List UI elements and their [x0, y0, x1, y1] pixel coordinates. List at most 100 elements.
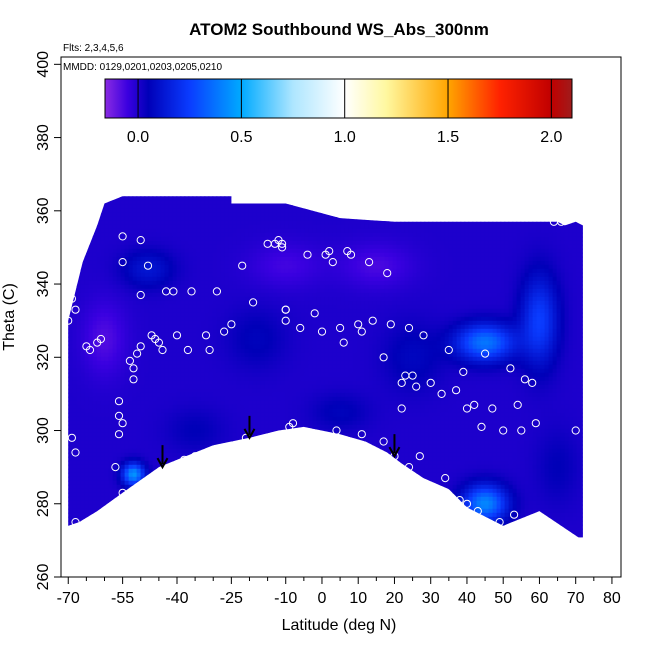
- heatmap-cell: [268, 264, 274, 270]
- heatmap-cell: [260, 300, 266, 306]
- heatmap-cell: [488, 224, 494, 230]
- heatmap-cell: [436, 232, 442, 238]
- heatmap-cell: [360, 252, 366, 258]
- heatmap-cell: [544, 240, 550, 246]
- heatmap-cell: [428, 224, 434, 230]
- heatmap-cell: [116, 336, 122, 342]
- heatmap-cell: [240, 216, 246, 222]
- heatmap-cell: [272, 336, 278, 342]
- heatmap-cell: [96, 292, 102, 298]
- heatmap-cell: [364, 268, 370, 274]
- heatmap-cell: [188, 332, 194, 338]
- heatmap-cell: [552, 272, 558, 278]
- heatmap-cell: [216, 228, 222, 234]
- heatmap-cell: [96, 332, 102, 338]
- heatmap-cell: [460, 308, 466, 314]
- heatmap-cell: [380, 320, 386, 326]
- heatmap-cell: [216, 308, 222, 314]
- heatmap-cell: [212, 324, 218, 330]
- heatmap-cell: [512, 312, 518, 318]
- heatmap-cell: [300, 308, 306, 314]
- heatmap-cell: [284, 208, 290, 214]
- heatmap-cell: [516, 296, 522, 302]
- heatmap-cell: [200, 228, 206, 234]
- heatmap-cell: [160, 244, 166, 250]
- heatmap-cell: [220, 260, 226, 266]
- heatmap-cell: [536, 248, 542, 254]
- heatmap-cell: [248, 244, 254, 250]
- heatmap-cell: [472, 240, 478, 246]
- heatmap-cell: [184, 288, 190, 294]
- heatmap-cell: [196, 336, 202, 342]
- heatmap-cell: [464, 240, 470, 246]
- heatmap-cell: [276, 236, 282, 242]
- heatmap-cell: [220, 244, 226, 250]
- heatmap-cell: [280, 232, 286, 238]
- heatmap-cell: [204, 224, 210, 230]
- heatmap-cell: [132, 312, 138, 318]
- heatmap-cell: [156, 228, 162, 234]
- heatmap-cell: [316, 320, 322, 326]
- heatmap-cell: [168, 316, 174, 322]
- heatmap-cell: [112, 220, 118, 226]
- heatmap-cell: [136, 280, 142, 286]
- heatmap-cell: [128, 272, 134, 278]
- heatmap-cell: [340, 264, 346, 270]
- heatmap-cell: [196, 224, 202, 230]
- heatmap-cell: [328, 272, 334, 278]
- heatmap-cell: [256, 324, 262, 330]
- heatmap-cell: [520, 260, 526, 266]
- heatmap-cell: [248, 320, 254, 326]
- heatmap-cell: [460, 328, 466, 334]
- heatmap-cell: [84, 336, 90, 342]
- heatmap-cell: [316, 240, 322, 246]
- heatmap-cell: [396, 236, 402, 242]
- heatmap-cell: [480, 304, 486, 310]
- heatmap-cell: [372, 276, 378, 282]
- heatmap-cell: [568, 332, 574, 338]
- heatmap-cell: [456, 296, 462, 302]
- heatmap-cell: [480, 220, 486, 226]
- heatmap-cell: [168, 248, 174, 254]
- heatmap-cell: [432, 304, 438, 310]
- heatmap-cell: [408, 288, 414, 294]
- heatmap-cell: [280, 272, 286, 278]
- heatmap-cell: [308, 244, 314, 250]
- heatmap-cell: [456, 276, 462, 282]
- heatmap-cell: [472, 308, 478, 314]
- heatmap-cell: [292, 252, 298, 258]
- heatmap-cell: [520, 240, 526, 246]
- heatmap-cell: [232, 316, 238, 322]
- heatmap-cell: [120, 212, 126, 218]
- heatmap-cell: [288, 256, 294, 262]
- heatmap-cell: [256, 260, 262, 266]
- heatmap-cell: [448, 220, 454, 226]
- heatmap-cell: [300, 236, 306, 242]
- heatmap-cell: [132, 276, 138, 282]
- heatmap-cell: [136, 208, 142, 214]
- heatmap-cell: [204, 256, 210, 262]
- heatmap-cell: [472, 276, 478, 282]
- heatmap-cell: [348, 224, 354, 230]
- heatmap-cell: [136, 236, 142, 242]
- heatmap-cell: [516, 264, 522, 270]
- heatmap-cell: [576, 280, 582, 286]
- heatmap-cell: [204, 332, 210, 338]
- heatmap-cell: [332, 244, 338, 250]
- heatmap-cell: [464, 288, 470, 294]
- heatmap-cell: [392, 292, 398, 298]
- heatmap-cell: [376, 240, 382, 246]
- heatmap-cell: [284, 252, 290, 258]
- heatmap-cell: [132, 256, 138, 262]
- heatmap-cell: [96, 272, 102, 278]
- heatmap-cell: [436, 316, 442, 322]
- heatmap-cell: [100, 208, 106, 214]
- heatmap-cell: [352, 260, 358, 266]
- heatmap-cell: [208, 280, 214, 286]
- heatmap-cell: [460, 296, 466, 302]
- heatmap-cell: [272, 248, 278, 254]
- heatmap-cell: [488, 284, 494, 290]
- heatmap-cell: [340, 268, 346, 274]
- heatmap-cell: [376, 272, 382, 278]
- heatmap-cell: [156, 332, 162, 338]
